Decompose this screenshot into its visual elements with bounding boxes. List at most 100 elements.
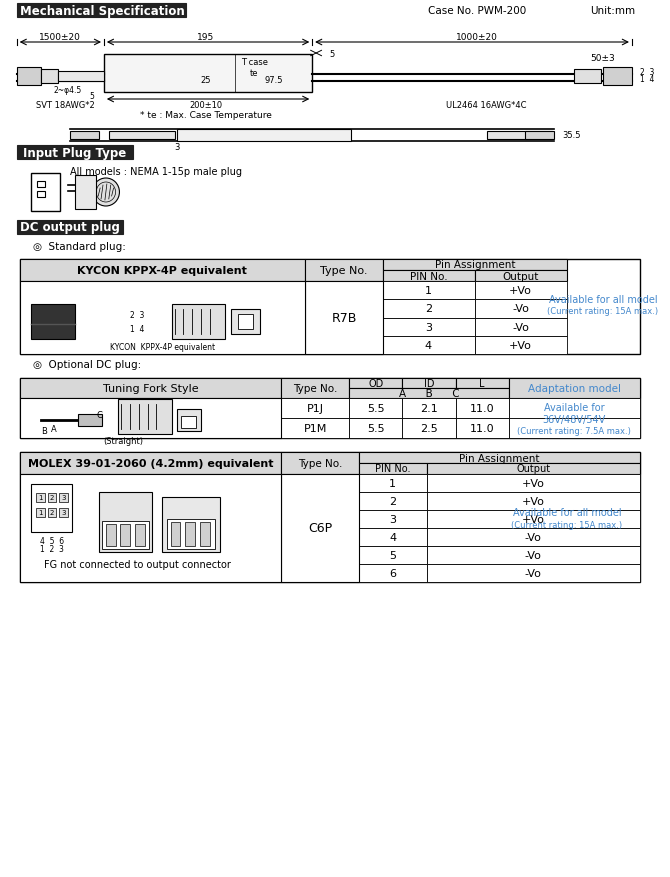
Bar (525, 132, 554, 139)
Text: KYCON KPPX-4P equivalent: KYCON KPPX-4P equivalent (77, 266, 247, 275)
Bar (456, 398, 509, 418)
Text: 2.5: 2.5 (420, 424, 438, 433)
Text: UL2464 16AWG*4C: UL2464 16AWG*4C (446, 100, 527, 110)
Text: 2: 2 (389, 496, 396, 506)
Circle shape (114, 324, 119, 331)
Text: 1500±20: 1500±20 (40, 32, 81, 41)
Bar (17, 221, 123, 235)
Bar (78, 415, 102, 426)
Bar (402, 379, 456, 389)
Text: PIN No.: PIN No. (409, 272, 448, 282)
Text: R7B: R7B (332, 311, 357, 324)
Text: 1: 1 (389, 479, 396, 488)
Text: Mechanical Specification: Mechanical Specification (19, 4, 184, 18)
Text: A: A (51, 424, 56, 433)
Bar (486, 132, 553, 139)
Text: +Vo: +Vo (522, 515, 545, 524)
Text: 97.5: 97.5 (264, 75, 283, 84)
Text: 4: 4 (389, 532, 396, 542)
Bar (60, 509, 68, 517)
Bar (358, 463, 427, 474)
Bar (383, 337, 475, 354)
Bar (177, 410, 201, 431)
Text: Pin Assignment: Pin Assignment (459, 453, 539, 463)
Bar (19, 398, 281, 438)
Bar (182, 417, 196, 429)
Text: 2  3: 2 3 (130, 311, 145, 320)
Text: 4  5  6: 4 5 6 (40, 536, 64, 545)
Bar (358, 510, 427, 529)
Bar (281, 453, 358, 474)
Bar (427, 474, 640, 493)
Text: (Current rating: 15A max.): (Current rating: 15A max.) (547, 307, 659, 316)
Bar (427, 565, 640, 582)
Text: 2~φ4.5: 2~φ4.5 (54, 85, 82, 95)
Text: (Current rating: 7.5A max.): (Current rating: 7.5A max.) (517, 426, 631, 435)
Bar (36, 509, 45, 517)
Bar (19, 453, 640, 582)
Bar (37, 182, 45, 188)
Bar (603, 68, 632, 86)
Text: ID: ID (423, 379, 434, 389)
Bar (306, 282, 383, 354)
Text: All models : NEMA 1-15p male plug: All models : NEMA 1-15p male plug (70, 167, 242, 177)
Bar (383, 260, 567, 271)
Text: 5.5: 5.5 (367, 424, 385, 433)
Bar (383, 318, 475, 337)
Circle shape (92, 179, 119, 207)
Text: -Vo: -Vo (512, 304, 529, 314)
Text: MOLEX 39-01-2060 (4.2mm) equivalent: MOLEX 39-01-2060 (4.2mm) equivalent (27, 459, 273, 468)
Circle shape (114, 315, 119, 321)
Text: 35.5: 35.5 (562, 132, 581, 140)
Bar (475, 300, 567, 318)
Bar (475, 337, 567, 354)
Text: 2: 2 (50, 510, 54, 516)
Bar (427, 493, 640, 510)
Bar (31, 304, 75, 339)
Bar (383, 300, 475, 318)
Text: Available for
36V/48V/54V: Available for 36V/48V/54V (543, 403, 606, 424)
Bar (41, 70, 58, 84)
Text: 3: 3 (174, 143, 180, 153)
Bar (281, 379, 349, 398)
Text: Type No.: Type No. (297, 459, 342, 468)
Text: +Vo: +Vo (509, 286, 532, 296)
Bar (17, 146, 133, 160)
Bar (19, 474, 281, 582)
Text: 5: 5 (89, 91, 94, 100)
Text: 3: 3 (425, 322, 432, 332)
Bar (574, 70, 601, 84)
Text: Adaptation model: Adaptation model (528, 383, 620, 394)
Bar (70, 132, 99, 139)
Text: 25: 25 (200, 75, 211, 84)
Bar (475, 318, 567, 337)
Bar (104, 55, 312, 93)
Bar (427, 529, 640, 546)
Text: Unit:mm: Unit:mm (590, 6, 635, 16)
Bar (171, 523, 180, 546)
Text: 3: 3 (389, 515, 396, 524)
Text: Available for all model: Available for all model (549, 295, 657, 304)
Text: L: L (480, 379, 485, 389)
Bar (238, 315, 253, 330)
Text: 5: 5 (329, 49, 334, 59)
Bar (17, 68, 41, 86)
Text: 1: 1 (425, 286, 432, 296)
Text: Output: Output (502, 272, 539, 282)
Bar (402, 398, 456, 418)
Bar (509, 398, 640, 418)
Bar (349, 389, 509, 398)
Bar (402, 418, 456, 438)
Text: ◎  Optional DC plug:: ◎ Optional DC plug: (34, 360, 141, 369)
Text: 1: 1 (38, 495, 42, 501)
Bar (475, 271, 567, 282)
Bar (306, 260, 383, 282)
Text: 1  2  3: 1 2 3 (40, 545, 64, 554)
Bar (19, 282, 306, 354)
Bar (109, 132, 175, 139)
Bar (200, 523, 210, 546)
Text: SVT 18AWG*2: SVT 18AWG*2 (36, 100, 94, 110)
Text: Input Plug Type: Input Plug Type (23, 146, 127, 160)
Text: 4: 4 (425, 340, 432, 351)
Bar (231, 310, 260, 335)
